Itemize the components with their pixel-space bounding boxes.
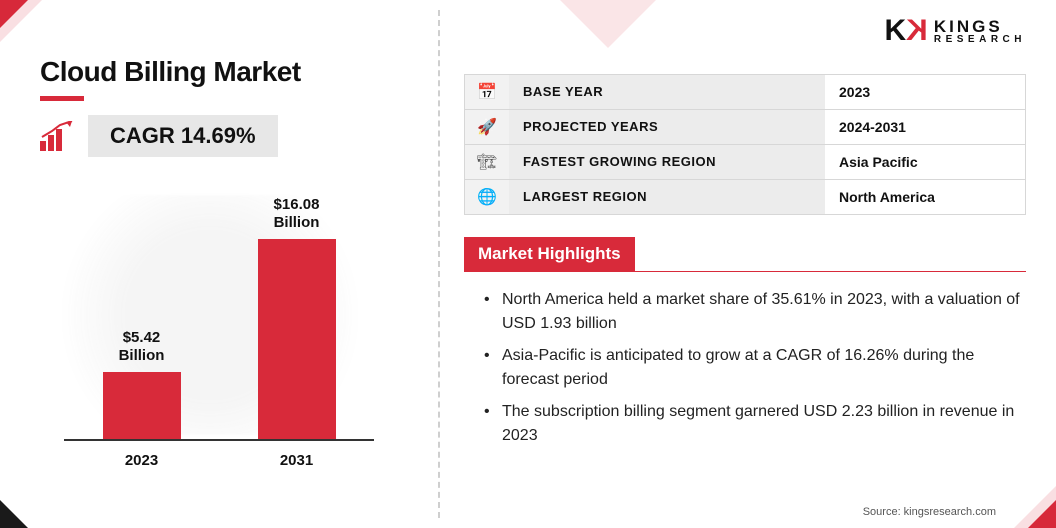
info-label: LARGEST REGION xyxy=(509,180,825,214)
brand-subname: RESEARCH xyxy=(934,35,1026,45)
cagr-row: CAGR 14.69% xyxy=(40,115,398,157)
highlight-item: North America held a market share of 35.… xyxy=(484,288,1026,336)
highlights-section: Market Highlights North America held a m… xyxy=(464,215,1026,448)
info-row: 📅BASE YEAR2023 xyxy=(465,75,1025,110)
infographic-container: Cloud Billing Market CAGR 14.69% $5.42Bi… xyxy=(0,0,1056,528)
info-table: 📅BASE YEAR2023🚀PROJECTED YEARS2024-2031🏗… xyxy=(464,74,1026,215)
highlights-header: Market Highlights xyxy=(464,237,635,272)
bar xyxy=(258,239,336,439)
growth-chart-icon xyxy=(40,121,74,151)
bar-chart: $5.42Billion $16.08Billion 2023 2031 xyxy=(40,175,398,475)
x-axis-label: 2031 xyxy=(237,452,357,469)
info-value: Asia Pacific xyxy=(825,145,1025,179)
info-label: BASE YEAR xyxy=(509,75,825,109)
logo-text: KINGS RESEARCH xyxy=(934,18,1026,45)
brand-name: KINGS xyxy=(934,18,1026,35)
info-value: 2024-2031 xyxy=(825,110,1025,144)
info-row: 🌐LARGEST REGIONNorth America xyxy=(465,180,1025,214)
info-row: 🏗FASTEST GROWING REGIONAsia Pacific xyxy=(465,145,1025,180)
x-axis-label: 2023 xyxy=(82,452,202,469)
right-panel: KK KINGS RESEARCH 📅BASE YEAR2023🚀PROJECT… xyxy=(440,0,1056,528)
info-value: 2023 xyxy=(825,75,1025,109)
calendar-icon: 📅 xyxy=(465,75,509,109)
page-title: Cloud Billing Market xyxy=(40,56,398,88)
rocket-icon: 🚀 xyxy=(465,110,509,144)
bar-group: $16.08Billion xyxy=(237,196,357,440)
brand-logo: KK KINGS RESEARCH xyxy=(885,14,1026,48)
title-underline xyxy=(40,96,84,101)
highlight-item: Asia-Pacific is anticipated to grow at a… xyxy=(484,344,1026,392)
bar-value-label: $16.08Billion xyxy=(274,196,320,234)
left-panel: Cloud Billing Market CAGR 14.69% $5.42Bi… xyxy=(0,0,438,528)
info-row: 🚀PROJECTED YEARS2024-2031 xyxy=(465,110,1025,145)
source-attribution: Source: kingsresearch.com xyxy=(863,506,996,518)
bar-group: $5.42Billion xyxy=(82,329,202,440)
info-value: North America xyxy=(825,180,1025,214)
bar xyxy=(103,372,181,439)
highlight-item: The subscription billing segment garnere… xyxy=(484,400,1026,448)
highlights-list: North America held a market share of 35.… xyxy=(464,288,1026,448)
info-label: PROJECTED YEARS xyxy=(509,110,825,144)
bar-value-label: $5.42Billion xyxy=(119,329,165,367)
region-grow-icon: 🏗 xyxy=(465,145,509,179)
logo-mark: KK xyxy=(885,14,928,48)
cagr-value: CAGR 14.69% xyxy=(88,115,278,157)
info-label: FASTEST GROWING REGION xyxy=(509,145,825,179)
globe-icon: 🌐 xyxy=(465,180,509,214)
